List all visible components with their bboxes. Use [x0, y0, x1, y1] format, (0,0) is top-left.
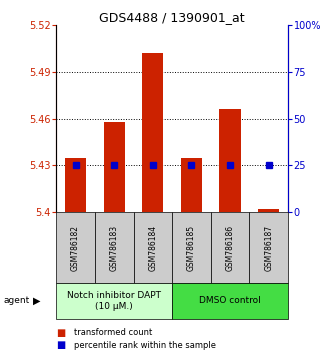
Title: GDS4488 / 1390901_at: GDS4488 / 1390901_at: [99, 11, 245, 24]
Text: percentile rank within the sample: percentile rank within the sample: [74, 341, 216, 350]
Text: ▶: ▶: [33, 296, 41, 306]
Bar: [258, 209, 279, 212]
Bar: [95, 212, 133, 283]
Bar: [181, 158, 202, 212]
Bar: [56, 212, 95, 283]
Bar: [211, 212, 249, 283]
Text: GSM786186: GSM786186: [225, 225, 235, 271]
Text: GSM786184: GSM786184: [148, 225, 157, 271]
Text: GSM786187: GSM786187: [264, 225, 273, 271]
Bar: [142, 53, 164, 212]
Text: GSM786182: GSM786182: [71, 225, 80, 271]
Text: agent: agent: [3, 296, 29, 306]
Text: GSM786183: GSM786183: [110, 225, 119, 271]
Text: GSM786185: GSM786185: [187, 225, 196, 271]
Text: transformed count: transformed count: [74, 328, 153, 337]
Bar: [56, 283, 172, 319]
Bar: [104, 122, 125, 212]
Bar: [172, 283, 288, 319]
Text: DMSO control: DMSO control: [199, 296, 261, 306]
Bar: [249, 212, 288, 283]
Text: Notch inhibitor DAPT
(10 μM.): Notch inhibitor DAPT (10 μM.): [67, 291, 161, 310]
Text: ■: ■: [56, 340, 66, 350]
Bar: [172, 212, 211, 283]
Bar: [133, 212, 172, 283]
Bar: [65, 158, 86, 212]
Text: ■: ■: [56, 328, 66, 338]
Bar: [219, 109, 241, 212]
